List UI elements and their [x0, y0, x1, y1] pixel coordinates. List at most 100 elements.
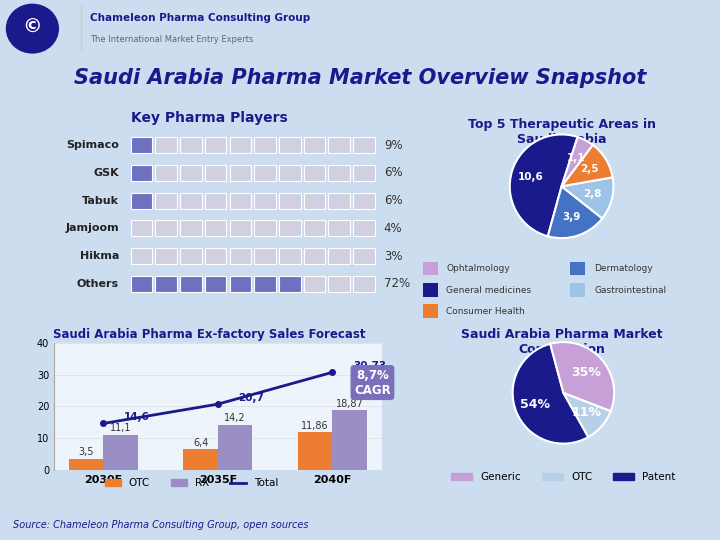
Bar [333, 410, 366, 470]
Bar [156, 137, 177, 153]
Text: Chameleon Pharma Consulting Group: Chameleon Pharma Consulting Group [90, 13, 310, 23]
Text: Saudi Arabia Pharma Market
Composition: Saudi Arabia Pharma Market Composition [461, 328, 662, 356]
Bar [298, 432, 333, 470]
Bar [570, 261, 585, 275]
Bar [423, 261, 438, 275]
Bar [205, 220, 226, 237]
Bar [230, 248, 251, 264]
Bar [328, 276, 350, 292]
Text: 14,6: 14,6 [124, 412, 150, 422]
Text: 35%: 35% [571, 366, 601, 379]
Bar [354, 220, 374, 237]
Text: Saudi Arabia Pharma Ex-factory Sales Forecast
(USD bln): Saudi Arabia Pharma Ex-factory Sales For… [53, 328, 366, 356]
Text: Ophtalmology: Ophtalmology [446, 265, 510, 273]
Text: 9%: 9% [384, 139, 402, 152]
Bar [230, 165, 251, 181]
Bar [180, 193, 202, 209]
Bar [254, 137, 276, 153]
Text: 20,7: 20,7 [238, 393, 264, 402]
Bar [184, 449, 218, 470]
Bar [69, 458, 103, 470]
Bar [230, 193, 251, 209]
Bar [156, 220, 177, 237]
Bar [156, 165, 177, 181]
Wedge shape [548, 186, 603, 238]
Text: 10,6: 10,6 [518, 172, 544, 182]
Bar [304, 165, 325, 181]
Text: 6%: 6% [384, 166, 402, 179]
Text: 6%: 6% [384, 194, 402, 207]
Bar [254, 220, 276, 237]
Bar [254, 248, 276, 264]
Bar [279, 276, 300, 292]
Bar [205, 137, 226, 153]
Bar [304, 220, 325, 237]
Circle shape [6, 4, 58, 53]
Bar [304, 248, 325, 264]
Bar [328, 165, 350, 181]
Bar [354, 165, 374, 181]
Text: 30,73: 30,73 [353, 361, 386, 371]
Bar [180, 248, 202, 264]
Text: 11%: 11% [572, 406, 601, 419]
Text: 3,9: 3,9 [562, 212, 581, 222]
Bar [279, 220, 300, 237]
Text: 8,7%
CAGR: 8,7% CAGR [354, 369, 391, 396]
Text: 11,1: 11,1 [109, 423, 131, 433]
Bar [131, 193, 152, 209]
Bar [230, 276, 251, 292]
Bar [131, 276, 152, 292]
Text: General medicines: General medicines [446, 286, 531, 295]
Bar [180, 165, 202, 181]
Text: 18,87: 18,87 [336, 399, 364, 409]
Bar [279, 193, 300, 209]
Text: 1,1: 1,1 [567, 153, 585, 163]
Bar [328, 220, 350, 237]
Bar [205, 248, 226, 264]
Text: Key Pharma Players: Key Pharma Players [131, 111, 287, 125]
Text: Spimaco: Spimaco [66, 140, 119, 150]
Text: 6,4: 6,4 [193, 438, 208, 448]
Bar [570, 283, 585, 296]
Bar [328, 137, 350, 153]
Bar [156, 276, 177, 292]
Text: Top 5 Therapeutic Areas in
Saudi Arabia: Top 5 Therapeutic Areas in Saudi Arabia [467, 118, 656, 146]
Text: ©: © [22, 18, 42, 37]
Bar [279, 165, 300, 181]
Wedge shape [562, 145, 613, 186]
Bar [423, 304, 438, 318]
Wedge shape [510, 134, 577, 237]
Bar [304, 193, 325, 209]
Text: Consumer Health: Consumer Health [446, 307, 525, 316]
Text: Hikma: Hikma [79, 251, 119, 261]
Text: 3%: 3% [384, 249, 402, 262]
Wedge shape [550, 342, 614, 411]
Bar [156, 193, 177, 209]
Bar [205, 165, 226, 181]
Text: Dermatology: Dermatology [594, 265, 653, 273]
Bar [156, 248, 177, 264]
Bar [180, 137, 202, 153]
Bar [328, 248, 350, 264]
Bar [131, 165, 152, 181]
Wedge shape [563, 393, 611, 437]
Bar [103, 435, 138, 470]
Bar [304, 137, 325, 153]
Bar [131, 220, 152, 237]
Bar [205, 193, 226, 209]
Bar [354, 137, 374, 153]
Text: Others: Others [77, 279, 119, 289]
Text: Saudi Arabia Pharma Market Overview Snapshot: Saudi Arabia Pharma Market Overview Snap… [74, 68, 646, 88]
Legend: OTC, RX, Total: OTC, RX, Total [101, 474, 282, 492]
Wedge shape [562, 177, 613, 218]
Bar [131, 248, 152, 264]
Bar [354, 276, 374, 292]
Bar [205, 276, 226, 292]
Bar [328, 193, 350, 209]
Bar [254, 276, 276, 292]
Bar [180, 220, 202, 237]
Bar [279, 137, 300, 153]
Text: Source: Chameleon Pharma Consulting Group, open sources: Source: Chameleon Pharma Consulting Grou… [13, 520, 308, 530]
Text: GSK: GSK [94, 168, 119, 178]
Bar [230, 220, 251, 237]
